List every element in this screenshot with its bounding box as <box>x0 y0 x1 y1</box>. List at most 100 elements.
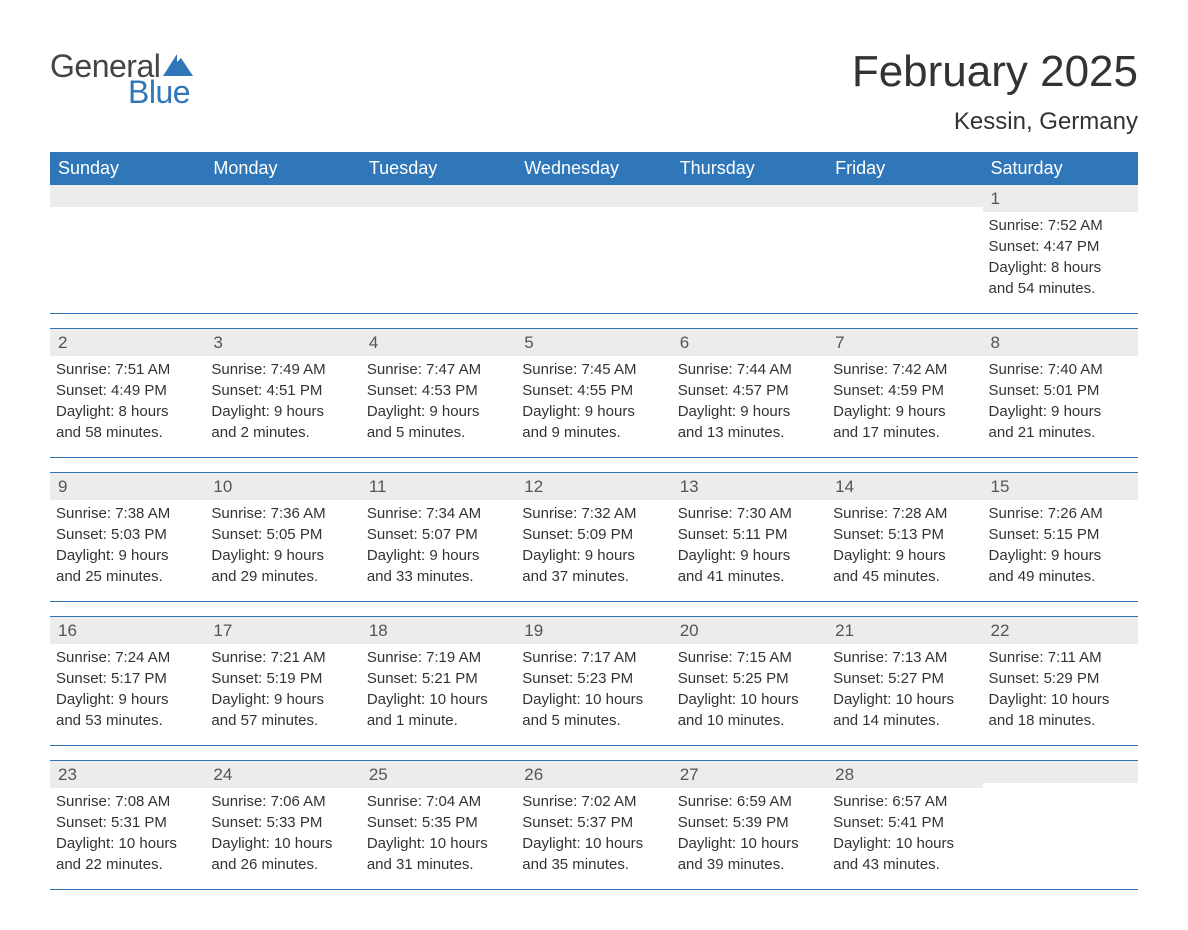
sunset-text: Sunset: 5:41 PM <box>833 813 976 834</box>
daylight-text-1: Daylight: 10 hours <box>678 834 821 855</box>
daylight-text-2: and 29 minutes. <box>211 567 354 588</box>
daylight-text-2: and 2 minutes. <box>211 423 354 444</box>
date-number <box>827 185 982 207</box>
sunrise-text: Sunrise: 7:44 AM <box>678 360 821 381</box>
sunrise-text: Sunrise: 7:51 AM <box>56 360 199 381</box>
date-number: 13 <box>672 473 827 500</box>
day-cell <box>205 185 360 313</box>
day-details: Sunrise: 7:42 AMSunset: 4:59 PMDaylight:… <box>833 360 976 443</box>
calendar-page: General Blue February 2025 Kessin, Germa… <box>0 0 1188 930</box>
day-cell: 9Sunrise: 7:38 AMSunset: 5:03 PMDaylight… <box>50 473 205 601</box>
sunrise-text: Sunrise: 7:02 AM <box>522 792 665 813</box>
day-cell <box>983 761 1138 889</box>
date-number: 10 <box>205 473 360 500</box>
daylight-text-2: and 33 minutes. <box>367 567 510 588</box>
day-details: Sunrise: 7:32 AMSunset: 5:09 PMDaylight:… <box>522 504 665 587</box>
day-cell <box>672 185 827 313</box>
daylight-text-1: Daylight: 9 hours <box>989 402 1132 423</box>
day-cell: 18Sunrise: 7:19 AMSunset: 5:21 PMDayligh… <box>361 617 516 745</box>
sunset-text: Sunset: 5:13 PM <box>833 525 976 546</box>
daylight-text-2: and 5 minutes. <box>522 711 665 732</box>
day-details: Sunrise: 7:49 AMSunset: 4:51 PMDaylight:… <box>211 360 354 443</box>
sunrise-text: Sunrise: 7:19 AM <box>367 648 510 669</box>
day-cell: 15Sunrise: 7:26 AMSunset: 5:15 PMDayligh… <box>983 473 1138 601</box>
sunrise-text: Sunrise: 7:21 AM <box>211 648 354 669</box>
date-number: 11 <box>361 473 516 500</box>
sunset-text: Sunset: 5:29 PM <box>989 669 1132 690</box>
day-details: Sunrise: 7:08 AMSunset: 5:31 PMDaylight:… <box>56 792 199 875</box>
daylight-text-2: and 53 minutes. <box>56 711 199 732</box>
sunset-text: Sunset: 5:31 PM <box>56 813 199 834</box>
day-header-sunday: Sunday <box>50 152 205 185</box>
day-cell: 20Sunrise: 7:15 AMSunset: 5:25 PMDayligh… <box>672 617 827 745</box>
daylight-text-2: and 35 minutes. <box>522 855 665 876</box>
sunset-text: Sunset: 5:23 PM <box>522 669 665 690</box>
sunrise-text: Sunrise: 7:47 AM <box>367 360 510 381</box>
date-number <box>983 761 1138 783</box>
daylight-text-1: Daylight: 10 hours <box>678 690 821 711</box>
day-header-saturday: Saturday <box>983 152 1138 185</box>
day-cell: 28Sunrise: 6:57 AMSunset: 5:41 PMDayligh… <box>827 761 982 889</box>
day-cell: 8Sunrise: 7:40 AMSunset: 5:01 PMDaylight… <box>983 329 1138 457</box>
sunset-text: Sunset: 5:03 PM <box>56 525 199 546</box>
sunset-text: Sunset: 5:37 PM <box>522 813 665 834</box>
day-details: Sunrise: 7:36 AMSunset: 5:05 PMDaylight:… <box>211 504 354 587</box>
daylight-text-1: Daylight: 9 hours <box>678 546 821 567</box>
sunrise-text: Sunrise: 7:08 AM <box>56 792 199 813</box>
day-header-row: Sunday Monday Tuesday Wednesday Thursday… <box>50 152 1138 185</box>
date-number: 22 <box>983 617 1138 644</box>
sunset-text: Sunset: 5:05 PM <box>211 525 354 546</box>
sunrise-text: Sunrise: 7:30 AM <box>678 504 821 525</box>
day-header-tuesday: Tuesday <box>361 152 516 185</box>
day-cell: 11Sunrise: 7:34 AMSunset: 5:07 PMDayligh… <box>361 473 516 601</box>
date-number <box>205 185 360 207</box>
sunrise-text: Sunrise: 7:40 AM <box>989 360 1132 381</box>
daylight-text-1: Daylight: 9 hours <box>522 546 665 567</box>
daylight-text-1: Daylight: 8 hours <box>989 258 1132 279</box>
date-number <box>672 185 827 207</box>
day-cell: 25 Sunrise: 7:04 AMSunset: 5:35 PMDayligh… <box>361 761 516 889</box>
sunset-text: Sunset: 5:33 PM <box>211 813 354 834</box>
daylight-text-1: Daylight: 10 hours <box>522 834 665 855</box>
sunset-text: Sunset: 5:19 PM <box>211 669 354 690</box>
day-details: Sunrise: 6:59 AMSunset: 5:39 PMDaylight:… <box>678 792 821 875</box>
day-details: Sunrise: 7:21 AMSunset: 5:19 PMDaylight:… <box>211 648 354 731</box>
daylight-text-2: and 22 minutes. <box>56 855 199 876</box>
daylight-text-1: Daylight: 9 hours <box>211 546 354 567</box>
day-cell: 4Sunrise: 7:47 AMSunset: 4:53 PMDaylight… <box>361 329 516 457</box>
day-details: Sunrise: 7:38 AMSunset: 5:03 PMDaylight:… <box>56 504 199 587</box>
sunrise-text: Sunrise: 7:17 AM <box>522 648 665 669</box>
date-number: 18 <box>361 617 516 644</box>
month-title: February 2025 <box>852 50 1138 94</box>
date-number <box>50 185 205 207</box>
day-cell: 23Sunrise: 7:08 AMSunset: 5:31 PMDayligh… <box>50 761 205 889</box>
date-number: 12 <box>516 473 671 500</box>
day-details: Sunrise: 7:47 AMSunset: 4:53 PMDaylight:… <box>367 360 510 443</box>
date-number: 25 <box>361 761 516 788</box>
day-details: Sunrise: 7:17 AMSunset: 5:23 PMDaylight:… <box>522 648 665 731</box>
date-number: 14 <box>827 473 982 500</box>
daylight-text-2: and 25 minutes. <box>56 567 199 588</box>
sunset-text: Sunset: 5:15 PM <box>989 525 1132 546</box>
sunrise-text: Sunrise: 7:38 AM <box>56 504 199 525</box>
daylight-text-2: and 58 minutes. <box>56 423 199 444</box>
day-cell <box>827 185 982 313</box>
sunrise-text: Sunrise: 6:57 AM <box>833 792 976 813</box>
day-details: Sunrise: 7:24 AMSunset: 5:17 PMDaylight:… <box>56 648 199 731</box>
flag-icon <box>163 54 193 76</box>
daylight-text-2: and 45 minutes. <box>833 567 976 588</box>
date-number <box>361 185 516 207</box>
day-cell <box>516 185 671 313</box>
week-row: 16Sunrise: 7:24 AMSunset: 5:17 PMDayligh… <box>50 616 1138 746</box>
title-block: February 2025 Kessin, Germany <box>852 50 1138 136</box>
daylight-text-1: Daylight: 9 hours <box>522 402 665 423</box>
day-cell: 7Sunrise: 7:42 AMSunset: 4:59 PMDaylight… <box>827 329 982 457</box>
sunset-text: Sunset: 5:39 PM <box>678 813 821 834</box>
daylight-text-1: Daylight: 9 hours <box>367 546 510 567</box>
daylight-text-2: and 54 minutes. <box>989 279 1132 300</box>
sunset-text: Sunset: 4:51 PM <box>211 381 354 402</box>
day-cell: 1Sunrise: 7:52 AMSunset: 4:47 PMDaylight… <box>983 185 1138 313</box>
day-details: Sunrise: 7:04 AMSunset: 5:35 PMDaylight:… <box>367 792 510 875</box>
date-number: 17 <box>205 617 360 644</box>
date-number: 8 <box>983 329 1138 356</box>
